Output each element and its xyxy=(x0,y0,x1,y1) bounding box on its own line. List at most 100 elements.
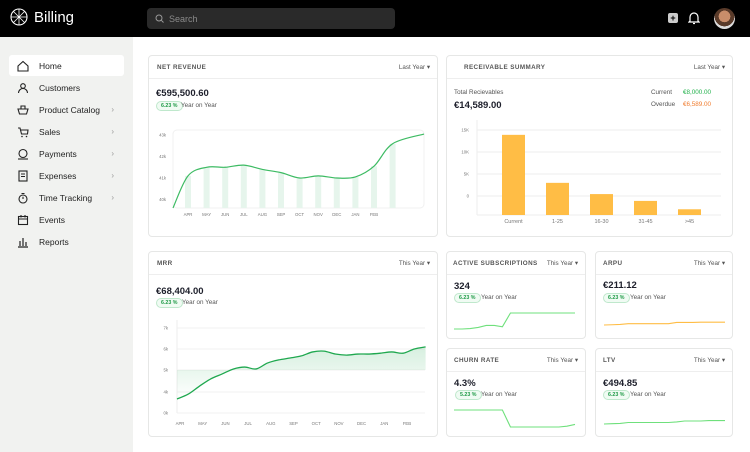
receivable-chart: 15K 10K 5K 0 Current 1-25 16-30 31-45 >45 xyxy=(461,120,721,225)
badge-label: Year on Year xyxy=(481,391,517,398)
chevron-right-icon: › xyxy=(111,127,114,136)
sidebar-item-home[interactable]: Home xyxy=(9,55,124,76)
mrr-area xyxy=(177,346,426,399)
x-tick-label: JAN xyxy=(351,212,359,217)
bar xyxy=(296,178,303,208)
search-input[interactable]: Search xyxy=(147,8,395,29)
growth-badge: 6.23 % xyxy=(603,293,630,303)
bar xyxy=(634,200,657,215)
active-subscriptions-sparkline xyxy=(454,312,575,330)
sidebar-item-label: Time Tracking xyxy=(39,192,93,203)
net-revenue-value: €595,500.60 xyxy=(156,88,209,99)
y-tick-label: 41k xyxy=(159,176,167,181)
x-tick-label: FEB xyxy=(403,421,411,426)
x-tick-label: FEB xyxy=(370,212,378,217)
period-select[interactable]: This Year ▾ xyxy=(546,260,578,267)
x-tick-label: OCT xyxy=(312,421,321,426)
x-tick-label: MAY xyxy=(198,421,207,426)
period-select[interactable]: This Year ▾ xyxy=(546,357,578,364)
sidebar-item-sales[interactable]: Sales › xyxy=(9,121,124,142)
sidebar-item-product-catalog[interactable]: Product Catalog › xyxy=(9,99,124,120)
card-title: MRR xyxy=(157,260,173,267)
top-bar: Billing Search + xyxy=(0,0,750,37)
bar xyxy=(240,165,247,208)
y-tick-label: 0k xyxy=(163,411,168,416)
badge-label: Year on Year xyxy=(481,294,517,301)
avatar[interactable] xyxy=(714,8,735,29)
y-tick-label: 5k xyxy=(163,368,168,373)
y-tick-label: 5K xyxy=(464,172,469,177)
total-receivables-label: Total Recievables xyxy=(454,89,504,96)
x-tick-label: AUG xyxy=(258,212,268,217)
cart-icon xyxy=(18,126,29,137)
period-select[interactable]: Last Year ▾ xyxy=(693,64,725,71)
growth-badge: 6.23 % xyxy=(156,298,183,308)
sidebar-item-label: Home xyxy=(39,60,62,71)
x-tick-label: JAN xyxy=(380,421,388,426)
chevron-right-icon: › xyxy=(111,149,114,158)
current-value: €8,000.00 xyxy=(683,89,712,96)
sidebar-item-time-tracking[interactable]: Time Tracking › xyxy=(9,187,124,208)
mrr-chart: 7k 6k 5k 4k 0k APR MAY JUN JUL AUG SEP OCT NOV DEC JAN… xyxy=(163,320,426,426)
x-tick-label: 16-30 xyxy=(594,219,608,225)
card-title: ARPU xyxy=(603,260,623,267)
period-select[interactable]: Last Year ▾ xyxy=(398,64,430,71)
growth-badge: 5.23 % xyxy=(455,390,482,400)
bar-chart-icon xyxy=(18,237,28,248)
app-logo[interactable]: Billing xyxy=(10,8,74,26)
period-select[interactable]: This Year ▾ xyxy=(398,260,430,267)
receivable-summary-card: RECEIVABLE SUMMARY Last Year ▾ Total Reci… xyxy=(446,55,733,237)
churn-rate-sparkline xyxy=(454,409,576,428)
bar xyxy=(389,143,396,208)
search-placeholder: Search xyxy=(169,13,198,24)
x-tick-label: SEP xyxy=(277,212,286,217)
chevron-right-icon: › xyxy=(111,105,114,114)
x-tick-label: AUG xyxy=(266,421,276,426)
basket-icon xyxy=(17,104,29,115)
sidebar-item-label: Payments xyxy=(39,148,77,159)
active-subscriptions-card: ACTIVE SUBSCRIPTIONS This Year ▾ 324 6.23… xyxy=(446,251,586,339)
badge-label: Year on Year xyxy=(630,391,666,398)
net-revenue-chart: 43k 42k 41k 40k APR MAY JUN JUL AUG SEP OCT NOV DEC J… xyxy=(159,129,425,217)
receipt-icon xyxy=(18,169,28,182)
x-tick-label: JUL xyxy=(240,212,248,217)
x-tick-label: DEC xyxy=(357,421,366,426)
x-tick-label: >45 xyxy=(685,219,694,225)
card-title: LTV xyxy=(603,357,616,364)
revenue-line xyxy=(172,133,425,209)
app-title: Billing xyxy=(34,8,75,26)
x-tick-label: DEC xyxy=(332,212,341,217)
logo-icon xyxy=(10,8,28,26)
period-select[interactable]: This Year ▾ xyxy=(693,357,725,364)
x-tick-label: OCT xyxy=(295,212,304,217)
y-tick-label: 0 xyxy=(467,194,470,199)
y-tick-label: 42k xyxy=(159,154,167,159)
sidebar-item-reports[interactable]: Reports xyxy=(9,231,124,252)
x-tick-label: JUL xyxy=(244,421,252,426)
period-select[interactable]: This Year ▾ xyxy=(693,260,725,267)
bell-icon[interactable] xyxy=(688,11,700,25)
sidebar-item-expenses[interactable]: Expenses › xyxy=(9,165,124,186)
sidebar-item-customers[interactable]: Customers xyxy=(9,77,124,98)
active-subscriptions-value: 324 xyxy=(454,281,470,292)
arpu-value: €211.12 xyxy=(603,280,637,291)
bar xyxy=(333,178,340,208)
x-tick-label: 31-45 xyxy=(638,219,652,225)
bar xyxy=(371,166,377,208)
x-tick-label: MAY xyxy=(202,212,211,217)
sidebar-item-events[interactable]: Events xyxy=(9,209,124,230)
mrr-value: €68,404.00 xyxy=(156,286,204,297)
bar xyxy=(502,134,525,215)
badge-label: Year on Year xyxy=(181,102,217,109)
card-title: RECEIVABLE SUMMARY xyxy=(464,64,546,71)
badge-label: Year on Year xyxy=(630,294,666,301)
mrr-card: MRR This Year ▾ €68,404.00 6.23 % Year on… xyxy=(148,251,438,437)
plus-icon[interactable]: + xyxy=(668,13,678,23)
bar xyxy=(259,169,266,208)
ltv-sparkline xyxy=(603,420,725,425)
sidebar-item-payments[interactable]: Payments › xyxy=(9,143,124,164)
y-tick-label: 6k xyxy=(163,347,168,352)
calendar-icon xyxy=(17,214,29,225)
bar xyxy=(546,182,569,215)
x-tick-label: SEP xyxy=(289,421,298,426)
